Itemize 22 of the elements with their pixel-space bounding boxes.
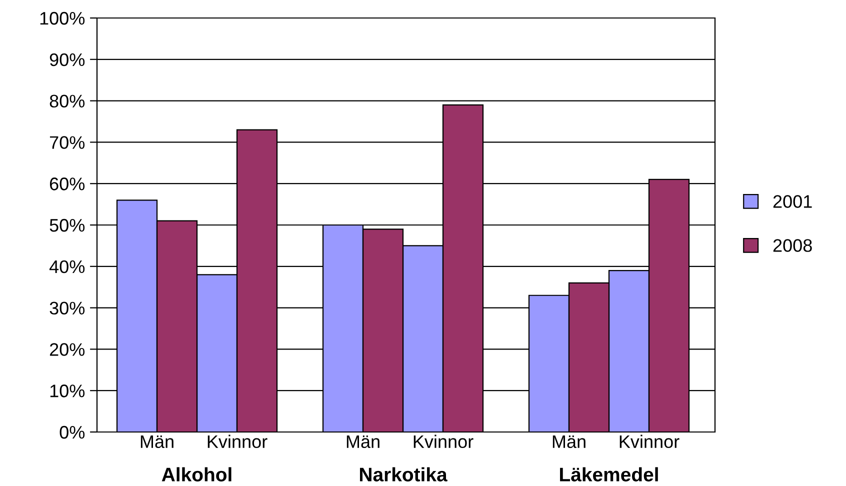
y-tick-label: 30% — [50, 302, 85, 315]
y-tick-label: 20% — [50, 343, 85, 356]
x-tick-label: Män — [346, 435, 380, 448]
x-tick-label: Kvinnor — [620, 434, 680, 448]
legend-label: 2001 — [773, 195, 812, 208]
text: Alkohol — [162, 467, 232, 482]
x-tick-label: Kvinnor — [414, 434, 474, 448]
y-tick-label: 100% — [40, 12, 85, 25]
y-tick-label: 80% — [50, 94, 85, 108]
y-tick-label: 0% — [60, 426, 85, 439]
y-tick-label: 10% — [50, 384, 85, 398]
y-tick-label: 90% — [50, 53, 85, 66]
y-tick-label: 40% — [49, 260, 85, 274]
text: Narkotika — [360, 467, 448, 482]
x-tick-label: Män — [140, 435, 174, 448]
y-tick-label: 50% — [50, 218, 85, 232]
x-tick-label: Kvinnor — [208, 434, 268, 448]
text: Läkemedel — [560, 467, 658, 482]
y-tick-label: 60% — [50, 178, 85, 190]
y-tick-label: 70% — [50, 136, 85, 149]
x-tick-label: Män — [552, 435, 586, 448]
legend-label: 2008 — [773, 239, 812, 252]
